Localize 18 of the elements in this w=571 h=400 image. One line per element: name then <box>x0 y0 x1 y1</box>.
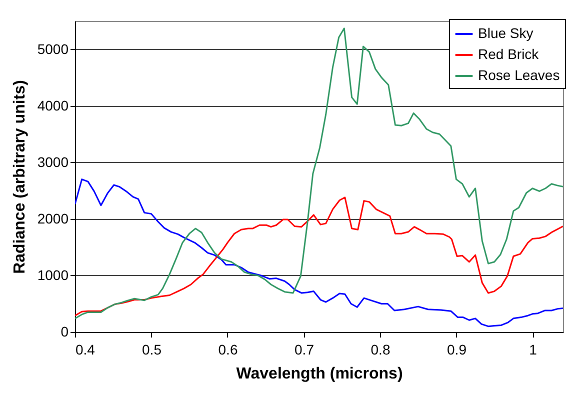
legend-label: Rose Leaves <box>478 67 560 83</box>
y-tick-label: 4000 <box>37 97 69 114</box>
y-tick-label: 2000 <box>37 210 69 226</box>
x-tick-label: 0.7 <box>294 342 314 358</box>
y-tick-label: 1000 <box>37 266 69 283</box>
legend-label: Red Brick <box>478 46 540 62</box>
y-axis-title: Radiance (arbitrary units) <box>11 80 28 274</box>
x-tick-label: 0.4 <box>76 342 96 358</box>
x-tick-label: 0.9 <box>447 342 467 358</box>
y-tick-label: 3000 <box>37 154 69 170</box>
x-tick-label: 0.8 <box>370 342 390 358</box>
legend-label: Blue Sky <box>478 25 534 41</box>
y-tick-label: 5000 <box>37 40 69 57</box>
x-tick-label: 1 <box>529 342 538 358</box>
x-tick-label: 0.5 <box>142 342 162 358</box>
x-tick-label: 0.6 <box>218 342 238 358</box>
x-axis-title: Wavelength (microns) <box>236 366 403 382</box>
y-tick-label: 0 <box>60 324 69 340</box>
